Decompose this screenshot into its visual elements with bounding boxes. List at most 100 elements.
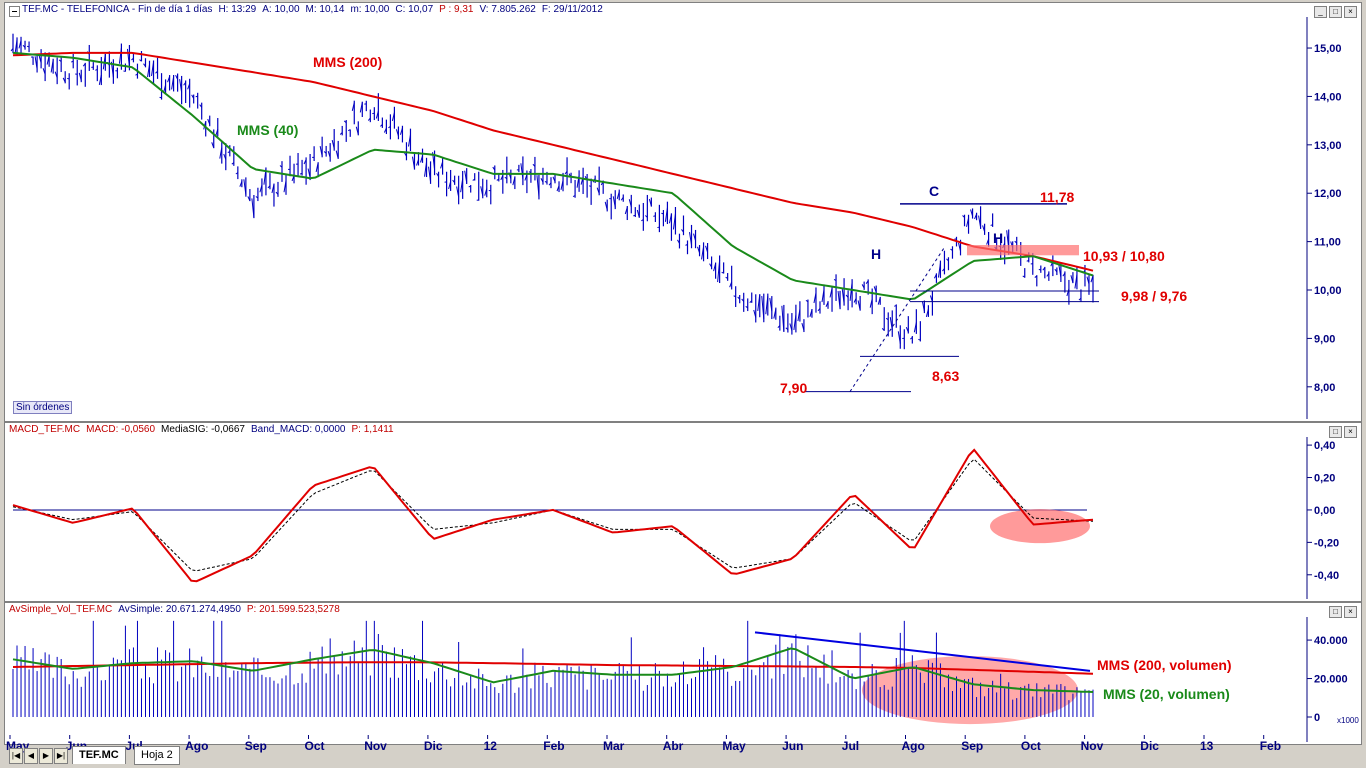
header-field: P : 9,31 — [439, 4, 474, 15]
price-bar-tick — [1054, 268, 1058, 273]
price-bar-tick — [713, 263, 717, 272]
prev-sheet-button[interactable]: ◀ — [24, 748, 38, 764]
price-bar-tick — [98, 74, 102, 85]
price-bar-tick — [548, 182, 552, 186]
price-bar-tick — [512, 177, 516, 186]
window-menu-icon[interactable] — [9, 6, 20, 17]
sheet-tab-bar: MayJunJulAgoSepOctNovDic12FebMarAbrMayJu… — [0, 735, 1366, 768]
price-bar-tick — [416, 159, 419, 166]
price-bar-tick — [1026, 259, 1029, 262]
price-bar-tick — [1062, 272, 1066, 277]
header-field: Band_MACD: 0,0000 — [250, 424, 346, 435]
price-bar-tick — [933, 274, 937, 279]
price-bar-tick — [46, 55, 50, 65]
y-tick-label: -0,20 — [1314, 537, 1339, 549]
price-bar-tick — [399, 127, 403, 135]
y-tick-label: 15,00 — [1314, 43, 1342, 55]
price-bar-tick — [753, 309, 757, 318]
price-bar-tick — [235, 172, 239, 175]
x-tick-label: Jul — [842, 739, 859, 753]
price-bar-tick — [881, 328, 885, 331]
price-bar-tick — [460, 178, 464, 193]
price-bar-tick — [721, 271, 724, 274]
price-bar-tick — [299, 172, 303, 175]
price-bar-tick — [95, 69, 98, 71]
price-bar-tick — [769, 297, 773, 312]
next-sheet-button[interactable]: ▶ — [39, 748, 53, 764]
macd-highlight — [990, 509, 1090, 544]
macd-maximize-button[interactable]: □ — [1329, 426, 1342, 438]
signal-line — [12, 458, 1094, 572]
price-bar-tick — [564, 170, 568, 175]
price-bar-tick — [367, 117, 371, 121]
macd-header: MACD_TEF.MC MACD: -0,0560 MediaSIG: -0,066… — [9, 424, 400, 435]
price-bar-tick — [672, 213, 676, 230]
price-bar-tick — [970, 209, 974, 217]
price-bar-tick — [628, 199, 632, 208]
price-bar-tick — [785, 327, 789, 331]
price-bar-tick — [677, 239, 680, 244]
volume-chart[interactable]: 40.000 20.000 0 x1000 MMS (200, volumen) MMS … — [5, 603, 1361, 744]
pattern-h-left-label: H — [871, 246, 881, 262]
y-tick-label: 9,00 — [1314, 333, 1335, 345]
header-field: AvSimple_Vol_TEF.MC — [9, 604, 113, 615]
y-tick-label: -0,40 — [1314, 570, 1339, 582]
price-bar-tick — [1022, 275, 1026, 278]
price-bar-tick — [801, 323, 805, 331]
volume-maximize-button[interactable]: □ — [1329, 606, 1342, 618]
price-bar-tick — [504, 176, 508, 180]
mms20-volume-label: MMS (20, volumen) — [1103, 686, 1230, 702]
price-bar-tick — [1078, 297, 1082, 301]
price-bar-tick — [645, 215, 648, 218]
price-bar-tick — [809, 309, 813, 317]
price-bar-tick — [737, 296, 741, 300]
y-tick-label: 12,00 — [1314, 188, 1342, 200]
price-bar-tick — [616, 191, 620, 200]
price-bar-tick — [251, 198, 255, 218]
price-bar-tick — [175, 74, 179, 80]
maximize-button[interactable]: □ — [1329, 6, 1342, 18]
price-bar-tick — [560, 180, 564, 190]
tab-tef-mc[interactable]: TEF.MC — [72, 746, 126, 764]
mms200-line — [12, 51, 1094, 272]
price-bar-tick — [50, 59, 54, 73]
macd-line — [12, 448, 1094, 583]
price-bar-tick — [211, 142, 215, 148]
price-bar-tick — [589, 185, 592, 187]
level-1093-label: 10,93 / 10,80 — [1083, 248, 1165, 264]
volume-window-buttons: □ × — [1329, 606, 1357, 618]
price-bar-tick — [411, 156, 415, 169]
y-tick-label: 0 — [1314, 712, 1320, 724]
price-bar-tick — [641, 219, 644, 222]
price-bar-tick — [1070, 275, 1074, 284]
price-bar-tick — [741, 298, 745, 302]
level-998-label: 9,98 / 9,76 — [1121, 288, 1187, 304]
last-sheet-button[interactable]: ▶| — [54, 748, 68, 764]
price-bar-tick — [199, 104, 203, 108]
macd-close-button[interactable]: × — [1344, 426, 1357, 438]
price-bar-tick — [187, 83, 191, 90]
x-tick-label: Ago — [902, 739, 925, 753]
price-bar-tick — [532, 163, 536, 167]
first-sheet-button[interactable]: |◀ — [9, 748, 23, 764]
price-bar-tick — [464, 170, 468, 183]
price-bar-tick — [572, 195, 576, 198]
price-bar-tick — [191, 94, 195, 99]
volume-close-button[interactable]: × — [1344, 606, 1357, 618]
price-bar-tick — [1086, 276, 1090, 285]
price-bar-tick — [536, 175, 540, 197]
orders-status[interactable]: Sin órdenes — [13, 401, 73, 414]
header-field: P: 201.599.523,5278 — [246, 604, 340, 615]
price-bar-tick — [480, 186, 484, 197]
x-tick-label: Ago — [185, 739, 208, 753]
price-chart[interactable]: 15,00 14,00 13,00 12,00 11,00 10,00 9,00 8,00 MM… — [5, 3, 1361, 421]
price-bar-tick — [1038, 268, 1041, 271]
minimize-button[interactable]: _ — [1314, 6, 1327, 18]
price-bar-tick — [131, 57, 134, 61]
price-bar-tick — [873, 286, 877, 293]
close-button[interactable]: × — [1344, 6, 1357, 18]
tab-hoja-2[interactable]: Hoja 2 — [134, 746, 180, 765]
price-bar-tick — [472, 178, 475, 181]
price-bar-tick — [71, 60, 74, 63]
macd-chart[interactable]: 0,40 0,20 0,00 -0,20 -0,40 — [5, 423, 1361, 601]
